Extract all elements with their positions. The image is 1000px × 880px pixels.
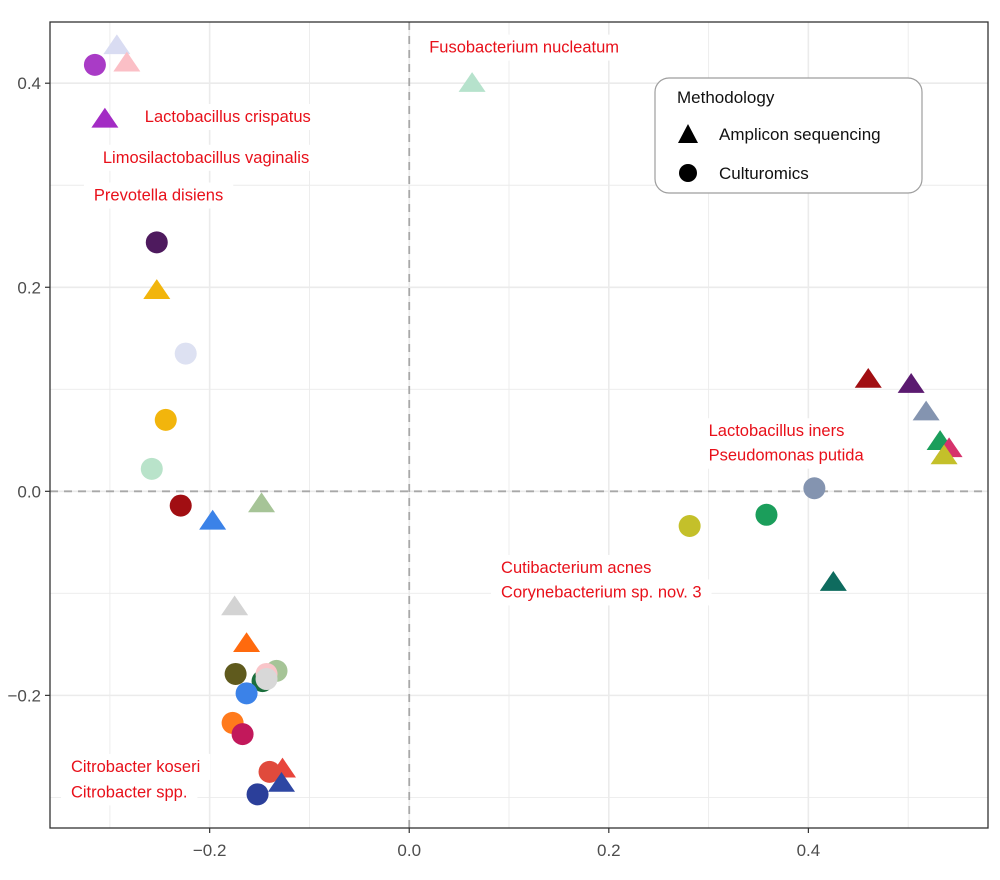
axis-ticks: −0.2 0.0 0.2 0.4 −0.2 0.0 0.2 0.4	[7, 74, 820, 860]
y-tick-label: 0.0	[17, 482, 41, 501]
point-circle	[174, 342, 197, 365]
legend-circle-key	[679, 164, 697, 182]
legend: Methodology Amplicon sequencing Culturom…	[654, 77, 923, 194]
point-triangle	[819, 570, 847, 591]
point-circle	[803, 477, 826, 500]
annotation-background	[491, 579, 712, 606]
x-tick-label: 0.0	[397, 841, 421, 860]
annotation-label: Lactobacillus crispatus	[145, 108, 311, 126]
point-circle	[258, 760, 281, 783]
point-circle	[755, 503, 778, 526]
point-triangle	[103, 34, 131, 55]
point-circle	[246, 783, 269, 806]
annotation-label: Limosilactobacillus vaginalis	[103, 149, 309, 167]
point-circle	[255, 668, 278, 691]
annotation-background	[698, 418, 855, 445]
point-circle	[678, 515, 701, 538]
point-triangle	[458, 72, 486, 92]
point-triangle	[199, 509, 227, 530]
y-tick-label: −0.2	[7, 686, 41, 705]
point-circle	[145, 231, 168, 254]
y-tick-label: 0.4	[17, 74, 41, 93]
plot-panel-border	[49, 21, 989, 829]
point-circle	[224, 662, 247, 685]
x-tick-label: 0.2	[597, 841, 621, 860]
point-triangle	[854, 367, 882, 388]
annotation-background	[60, 779, 198, 806]
annotation-label: Fusobacterium nucleatum	[429, 39, 619, 57]
legend-label-amplicon: Amplicon sequencing	[719, 125, 881, 144]
data-points	[83, 34, 963, 806]
point-triangle	[91, 107, 119, 128]
point-triangle	[233, 632, 261, 653]
point-triangle	[221, 595, 249, 616]
annotation-background	[83, 182, 234, 209]
point-circle	[231, 723, 254, 746]
legend-label-culturomics: Culturomics	[719, 164, 809, 183]
point-triangle	[113, 51, 141, 72]
annotation-label: Prevotella disiens	[94, 187, 223, 205]
legend-triangle-key	[678, 124, 698, 143]
point-triangle	[930, 444, 958, 465]
reference-lines	[50, 22, 988, 828]
annotation-background	[92, 144, 320, 171]
annotation-backgrounds	[60, 34, 875, 806]
annotation-background	[134, 103, 321, 130]
annotation-label: Corynebacterium sp. nov. 3	[501, 583, 702, 601]
x-tick-label: −0.2	[193, 841, 227, 860]
point-circle	[154, 408, 177, 431]
annotation-background	[60, 753, 211, 780]
point-circle	[169, 494, 192, 517]
y-tick-label: 0.2	[17, 278, 41, 297]
annotation-background	[419, 34, 630, 61]
point-circle	[235, 682, 258, 705]
legend-box	[654, 77, 923, 194]
annotation-background	[491, 554, 662, 581]
point-circle	[140, 457, 163, 480]
legend-title: Methodology	[677, 88, 775, 107]
annotation-label: Citrobacter koseri	[71, 758, 200, 776]
annotations: Fusobacterium nucleatum Lactobacillus cri…	[71, 39, 864, 802]
point-triangle	[143, 279, 171, 300]
point-triangle	[268, 771, 296, 792]
annotation-label: Pseudomonas putida	[709, 447, 865, 465]
annotation-label: Cutibacterium acnes	[501, 559, 651, 577]
point-triangle	[912, 400, 940, 421]
annotation-background	[698, 442, 875, 469]
x-tick-label: 0.4	[797, 841, 821, 860]
point-triangle	[897, 373, 925, 393]
point-triangle	[248, 492, 276, 513]
annotation-label: Citrobacter spp.	[71, 783, 187, 801]
point-circle	[83, 53, 106, 76]
annotation-label: Lactobacillus iners	[709, 422, 845, 440]
